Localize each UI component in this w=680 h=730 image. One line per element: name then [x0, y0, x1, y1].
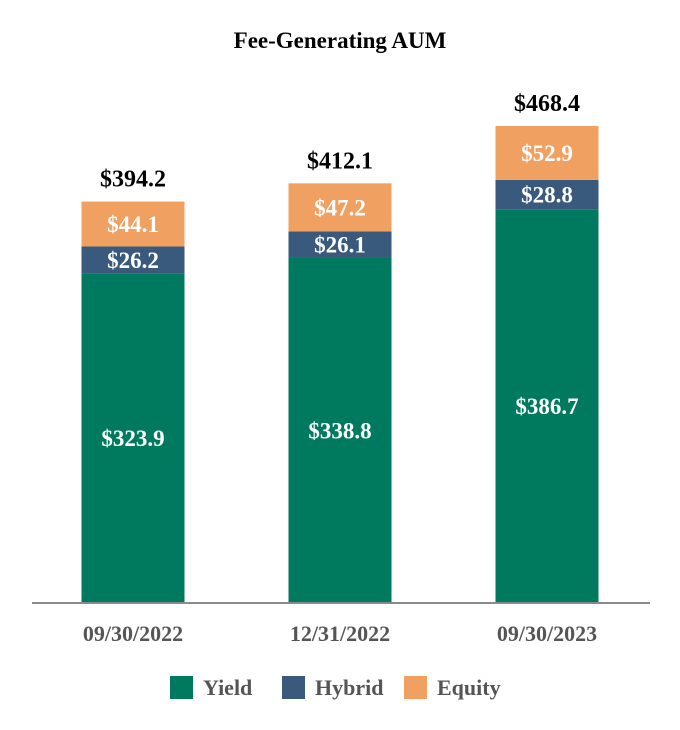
data-label-hybrid-2: $28.8 [521, 183, 573, 208]
bar-equity-0 [81, 201, 185, 247]
legend-label-equity: Equity [437, 675, 501, 700]
bar-yield-2 [495, 209, 599, 603]
data-label-equity-2: $52.9 [521, 141, 573, 166]
bar-yield-0 [81, 273, 185, 603]
bar-hybrid-1 [288, 231, 392, 258]
data-label-equity-1: $47.2 [314, 195, 366, 220]
bar-equity-1 [288, 183, 392, 232]
x-tick-label-2: 09/30/2023 [497, 621, 597, 646]
bars-group: $323.9 $26.2 $44.1 $394.2 $338.8 $26.1 $47.2 $4… [81, 91, 599, 603]
legend-swatch-yield [170, 676, 193, 699]
data-label-equity-0: $44.1 [107, 212, 159, 237]
data-label-yield-1: $338.8 [308, 418, 371, 443]
total-label-2: $468.4 [514, 91, 580, 117]
total-label-0: $394.2 [100, 167, 166, 193]
legend-swatch-hybrid [282, 676, 305, 699]
legend-swatch-equity [404, 676, 427, 699]
x-tick-labels: 09/30/2022 12/31/2022 09/30/2023 [83, 621, 597, 646]
bar-equity-2 [495, 126, 599, 180]
legend-label-hybrid: Hybrid [315, 675, 383, 700]
total-label-1: $412.1 [307, 148, 373, 174]
data-label-hybrid-0: $26.2 [107, 248, 159, 273]
x-tick-label-0: 09/30/2022 [83, 621, 183, 646]
data-label-yield-0: $323.9 [101, 426, 164, 451]
chart-title: Fee-Generating AUM [234, 28, 447, 53]
bar-hybrid-2 [495, 179, 599, 210]
legend: Yield Hybrid Equity [170, 675, 501, 700]
legend-label-yield: Yield [203, 675, 252, 700]
data-label-yield-2: $386.7 [515, 394, 578, 419]
bar-yield-1 [288, 257, 392, 603]
x-tick-label-1: 12/31/2022 [290, 621, 390, 646]
bar-hybrid-0 [81, 246, 185, 274]
data-label-hybrid-1: $26.1 [314, 233, 366, 258]
